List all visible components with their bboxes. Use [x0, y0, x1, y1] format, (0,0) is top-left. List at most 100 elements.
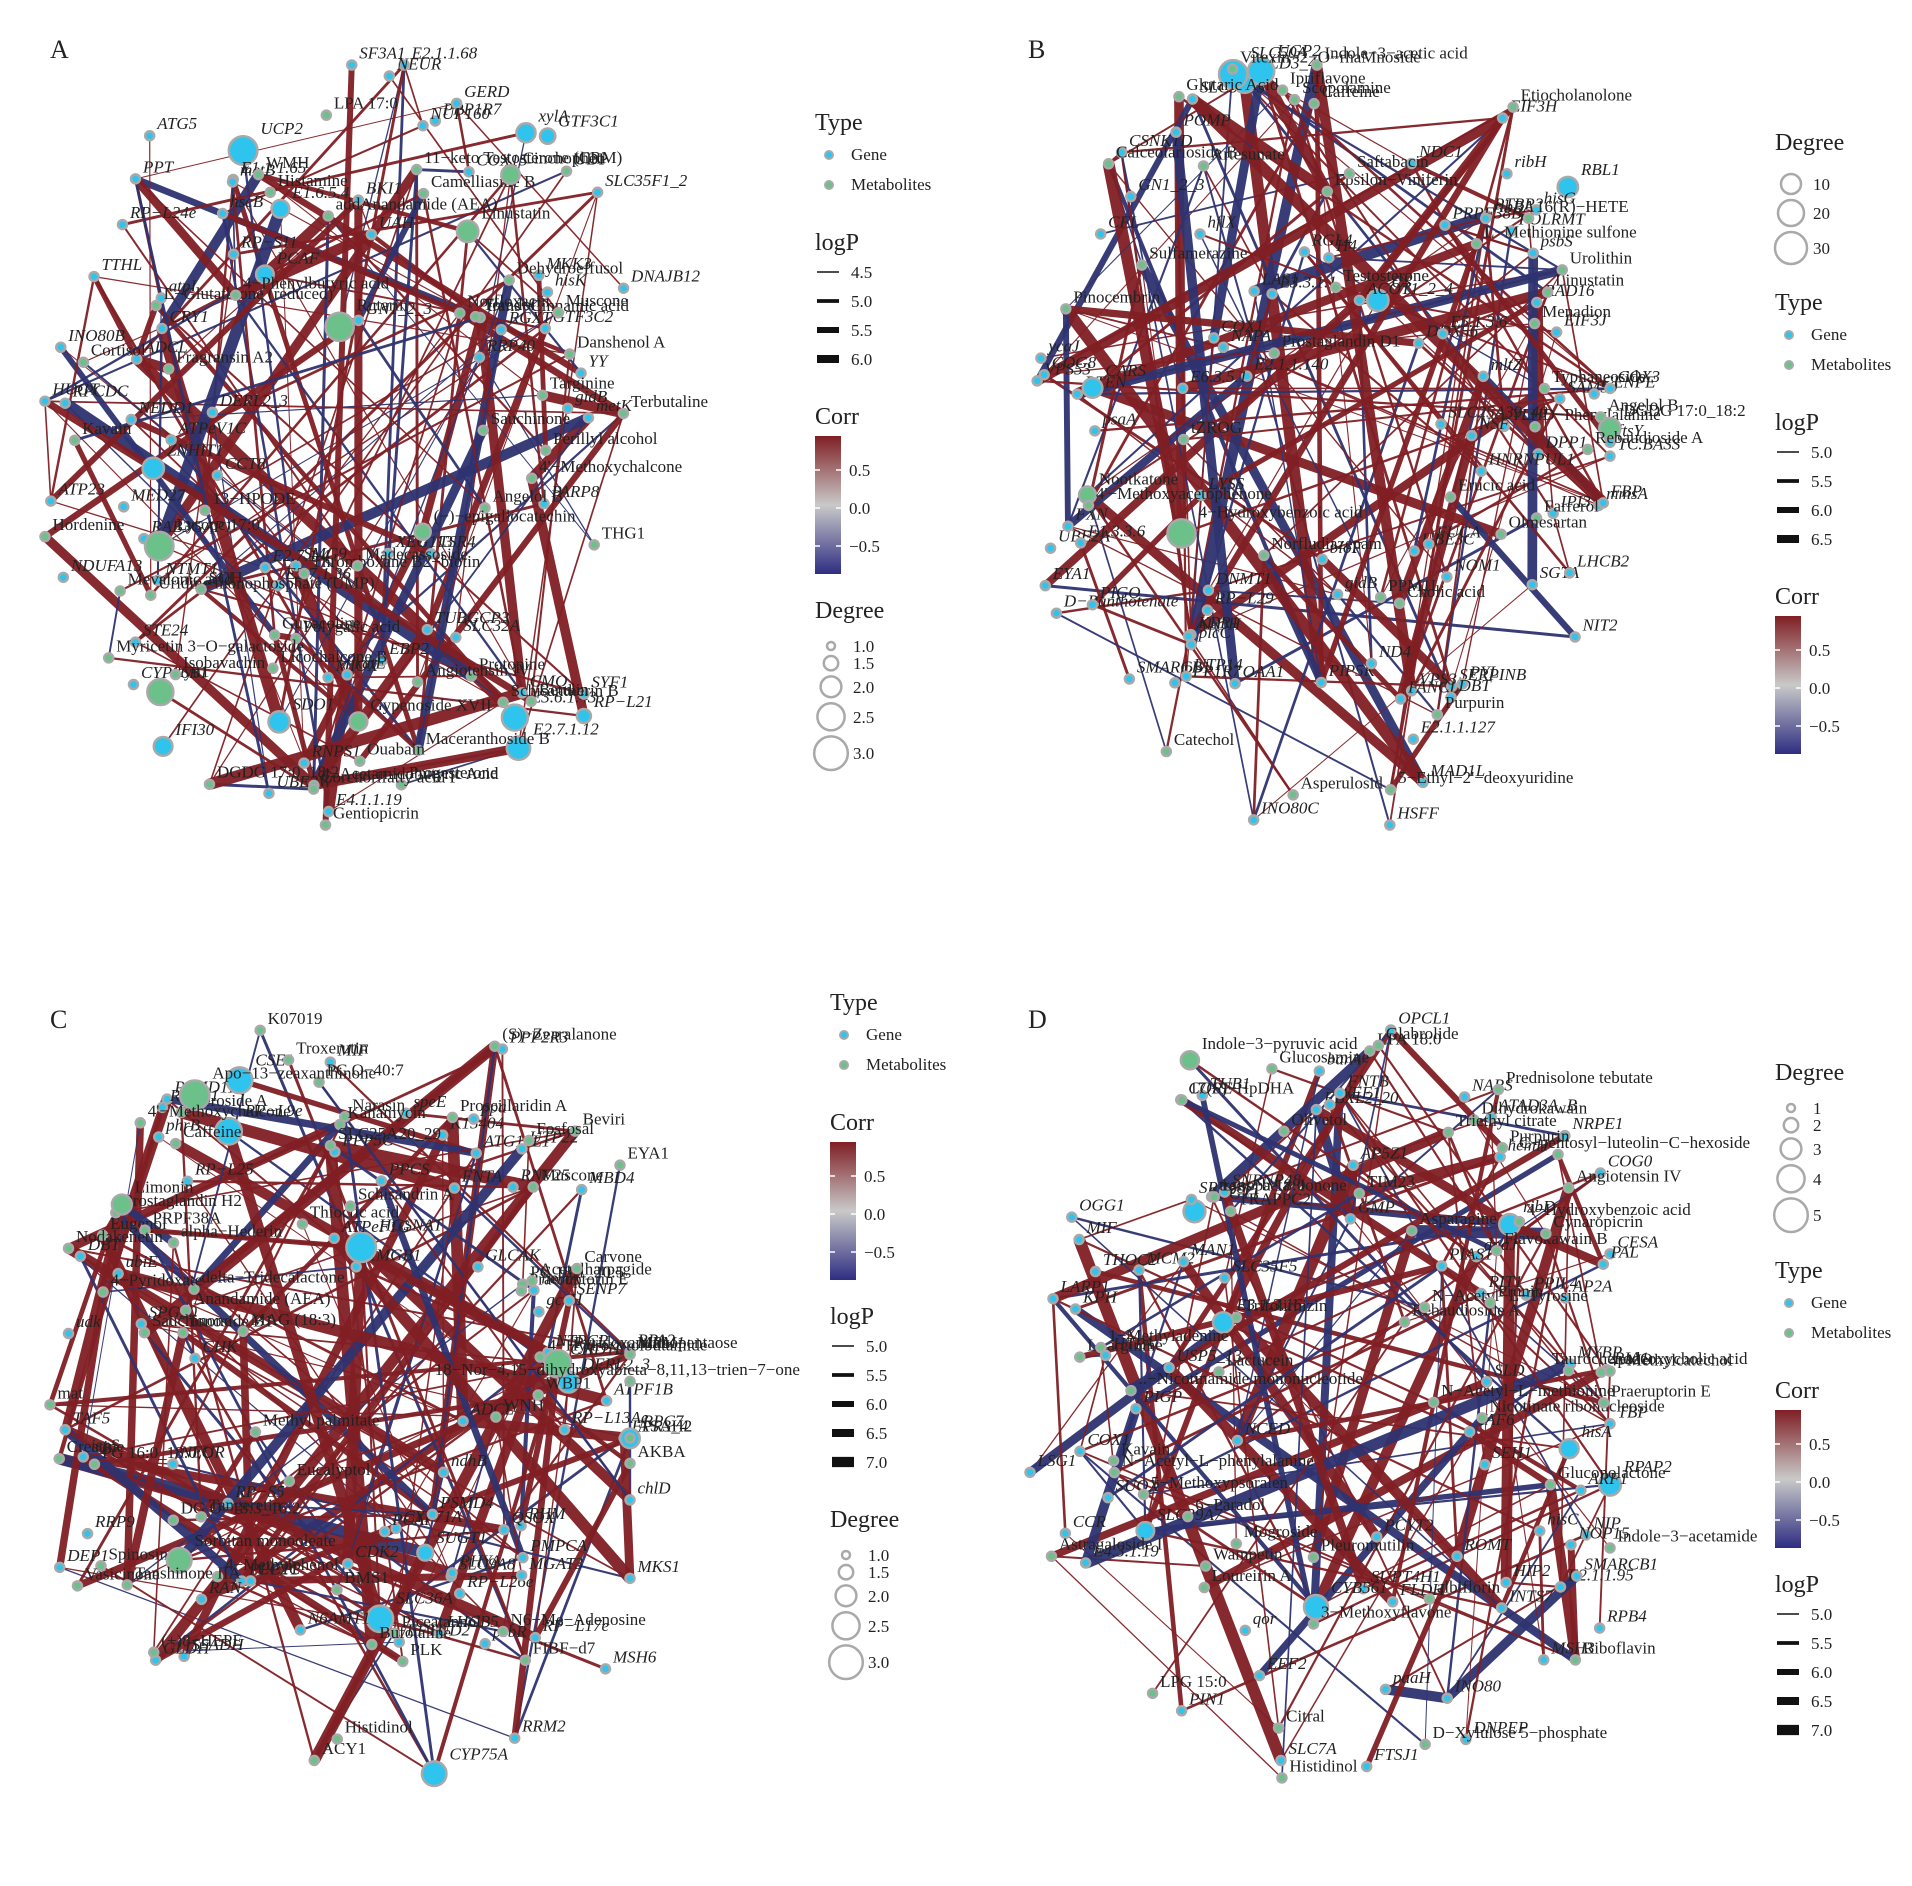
- gene-node[interactable]: [538, 127, 557, 146]
- gene-node[interactable]: [88, 270, 100, 283]
- gene-node[interactable]: [1505, 225, 1517, 237]
- gene-node[interactable]: [112, 1267, 124, 1280]
- metabolite-node[interactable]: [1513, 1215, 1526, 1228]
- gene-node[interactable]: [53, 1561, 66, 1574]
- metabolite-node[interactable]: [454, 307, 466, 319]
- gene-node[interactable]: [1597, 497, 1610, 509]
- gene-node[interactable]: [294, 1624, 307, 1636]
- metabolite-node[interactable]: [348, 711, 369, 732]
- metabolite-node[interactable]: [1213, 1366, 1225, 1378]
- metabolite-node[interactable]: [617, 407, 630, 420]
- metabolite-node[interactable]: [446, 1111, 459, 1124]
- gene-node[interactable]: [582, 411, 595, 424]
- metabolite-node[interactable]: [532, 1389, 544, 1401]
- gene-node[interactable]: [1069, 1303, 1082, 1315]
- gene-node[interactable]: [1554, 393, 1566, 405]
- gene-node[interactable]: [1604, 382, 1616, 395]
- metabolite-node[interactable]: [1522, 212, 1535, 225]
- gene-node[interactable]: [141, 456, 166, 481]
- gene-node[interactable]: [352, 314, 365, 327]
- metabolite-node[interactable]: [539, 444, 552, 457]
- metabolite-node[interactable]: [588, 539, 600, 551]
- gene-node[interactable]: [1531, 296, 1543, 309]
- gene-node[interactable]: [165, 434, 177, 446]
- gene-node[interactable]: [1379, 1683, 1392, 1696]
- metabolite-node[interactable]: [1393, 597, 1406, 610]
- metabolite-node[interactable]: [1307, 1551, 1320, 1563]
- gene-node[interactable]: [1537, 1654, 1550, 1666]
- gene-node[interactable]: [155, 292, 168, 304]
- gene-node[interactable]: [470, 1147, 482, 1159]
- metabolite-node[interactable]: [134, 1117, 147, 1129]
- gene-node[interactable]: [517, 1551, 529, 1564]
- metabolite-node[interactable]: [560, 165, 573, 177]
- gene-node[interactable]: [624, 1494, 636, 1506]
- gene-node[interactable]: [1316, 553, 1328, 566]
- metabolite-node[interactable]: [203, 778, 216, 790]
- metabolite-node[interactable]: [110, 1193, 134, 1216]
- gene-node[interactable]: [393, 1636, 405, 1648]
- metabolite-node[interactable]: [1544, 1478, 1557, 1491]
- gene-node[interactable]: [429, 115, 442, 127]
- gene-node[interactable]: [1475, 465, 1488, 477]
- metabolite-node[interactable]: [188, 1283, 200, 1295]
- metabolite-node[interactable]: [624, 1432, 636, 1444]
- gene-node[interactable]: [1239, 1624, 1252, 1637]
- gene-node[interactable]: [426, 1508, 439, 1521]
- gene-node[interactable]: [1534, 1525, 1546, 1537]
- gene-node[interactable]: [1417, 776, 1429, 789]
- metabolite-node[interactable]: [351, 560, 364, 572]
- gene-node[interactable]: [533, 269, 545, 282]
- metabolite-node[interactable]: [1136, 259, 1148, 271]
- gene-node[interactable]: [267, 710, 291, 734]
- gene-node[interactable]: [226, 176, 239, 188]
- gene-node[interactable]: [436, 1129, 449, 1141]
- gene-node[interactable]: [222, 1497, 234, 1510]
- gene-node[interactable]: [1435, 418, 1447, 430]
- gene-node[interactable]: [433, 1627, 446, 1640]
- metabolite-node[interactable]: [1442, 1126, 1455, 1139]
- gene-node[interactable]: [1405, 685, 1418, 697]
- gene-node[interactable]: [62, 1327, 75, 1340]
- metabolite-node[interactable]: [411, 676, 424, 688]
- gene-node[interactable]: [1556, 175, 1580, 199]
- gene-node[interactable]: [1477, 370, 1490, 383]
- gene-node[interactable]: [1123, 673, 1136, 685]
- metabolite-node[interactable]: [1278, 1125, 1290, 1138]
- gene-node[interactable]: [1229, 677, 1241, 690]
- metabolite-node[interactable]: [1444, 491, 1457, 503]
- metabolite-node[interactable]: [469, 310, 482, 323]
- gene-node[interactable]: [346, 59, 358, 71]
- gene-node[interactable]: [417, 119, 429, 132]
- gene-node[interactable]: [1248, 285, 1260, 297]
- gene-node[interactable]: [1500, 1576, 1512, 1589]
- gene-node[interactable]: [341, 669, 353, 681]
- gene-node[interactable]: [416, 1543, 435, 1562]
- gene-node[interactable]: [1038, 368, 1050, 381]
- gene-node[interactable]: [322, 805, 335, 818]
- metabolite-node[interactable]: [1199, 1560, 1212, 1572]
- metabolite-node[interactable]: [413, 522, 432, 542]
- gene-node[interactable]: [216, 207, 229, 220]
- gene-node[interactable]: [1571, 1570, 1583, 1582]
- metabolite-node[interactable]: [1095, 1341, 1107, 1354]
- gene-node[interactable]: [254, 264, 275, 285]
- metabolite-node[interactable]: [1330, 281, 1342, 294]
- gene-node[interactable]: [1115, 146, 1128, 159]
- gene-node[interactable]: [1575, 1484, 1587, 1497]
- metabolite-node[interactable]: [283, 1475, 296, 1488]
- metabolite-node[interactable]: [320, 109, 333, 121]
- metabolite-node[interactable]: [519, 1654, 532, 1666]
- gene-node[interactable]: [515, 1569, 528, 1582]
- gene-node[interactable]: [1089, 425, 1101, 437]
- metabolite-node[interactable]: [388, 1627, 400, 1640]
- gene-node[interactable]: [1569, 631, 1581, 643]
- gene-node[interactable]: [1044, 542, 1057, 554]
- metabolite-node[interactable]: [1343, 167, 1356, 180]
- gene-node[interactable]: [211, 469, 224, 482]
- gene-node[interactable]: [450, 631, 462, 644]
- gene-node[interactable]: [617, 282, 630, 294]
- metabolite-node[interactable]: [229, 289, 242, 301]
- gene-node[interactable]: [1494, 1151, 1506, 1163]
- gene-node[interactable]: [1079, 1557, 1092, 1569]
